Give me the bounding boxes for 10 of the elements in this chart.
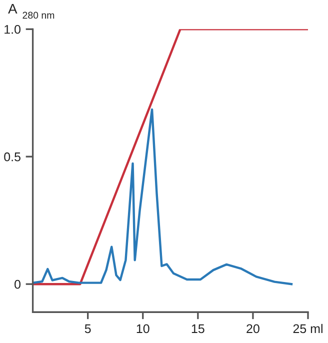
- y-axis-title: A280 nm: [8, 4, 54, 19]
- y-tick-label: 0: [14, 280, 21, 289]
- x-tick-label: 25 ml: [293, 324, 322, 334]
- x-tick-label: 15: [192, 324, 204, 334]
- line-series: [32, 108, 293, 286]
- x-tick-label: 5: [84, 324, 91, 334]
- y-tick-label: 1.0: [4, 24, 21, 34]
- y-tick-label: 0.5: [4, 152, 20, 162]
- x-tick-label: 20: [246, 324, 260, 334]
- x-tick-label: 10: [136, 324, 150, 334]
